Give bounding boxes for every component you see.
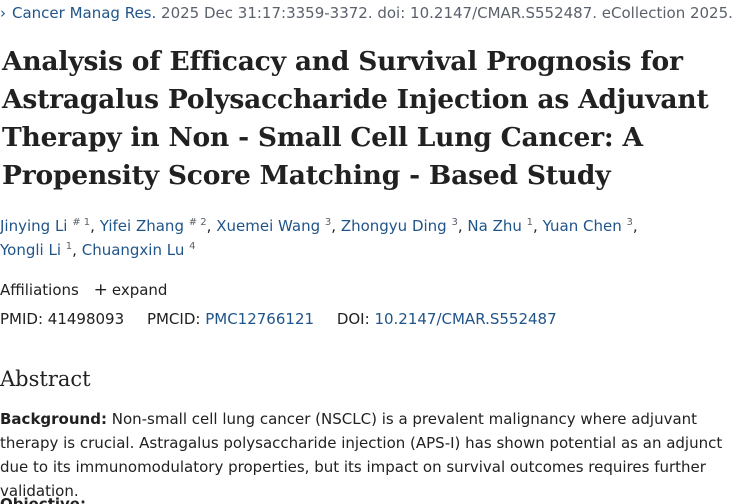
author-affiliation-marker[interactable]: # 1 — [72, 217, 91, 228]
article-title: Analysis of Efficacy and Survival Progno… — [2, 46, 709, 191]
background-label: Background: — [0, 410, 107, 428]
identifiers-row: PMID: 41498093 PMCID: PMC12766121 DOI: 1… — [0, 309, 557, 329]
doi-link[interactable]: 10.2147/CMAR.S552487 — [374, 310, 557, 328]
chevron-right-icon: › — [0, 4, 6, 22]
abstract-next-section: Objective: — [0, 490, 750, 504]
pmcid-label: PMCID: — [146, 310, 201, 328]
author-link[interactable]: Yongli Li — [0, 241, 62, 259]
abstract-background: Background: Non-small cell lung cancer (… — [0, 407, 748, 503]
pmid-label: PMID: — [0, 310, 44, 328]
pmid-value: 41498093 — [47, 310, 125, 328]
author-affiliation-marker[interactable]: 3 — [626, 217, 633, 228]
citation-details: 2025 Dec 31:17:3359-3372. doi: 10.2147/C… — [161, 4, 733, 22]
author-link[interactable]: Xuemei Wang — [216, 217, 321, 235]
author-link[interactable]: Na Zhu — [467, 217, 522, 235]
plus-icon: + — [93, 280, 108, 300]
author-link[interactable]: Yifei Zhang — [99, 217, 184, 235]
abstract-heading: Abstract — [0, 367, 91, 391]
author-affiliation-marker[interactable]: 4 — [189, 241, 196, 252]
author-link[interactable]: Chuangxin Lu — [81, 241, 185, 259]
doi-label: DOI: — [336, 310, 370, 328]
expand-affiliations-button[interactable]: + expand — [93, 280, 168, 300]
expand-label: expand — [111, 281, 168, 299]
author-list: Jinying Li # 1, Yifei Zhang # 2, Xuemei … — [0, 217, 638, 259]
background-text: Non-small cell lung cancer (NSCLC) is a … — [0, 410, 723, 500]
affiliations-label: Affiliations — [0, 281, 79, 299]
journal-link[interactable]: Cancer Manag Res. — [12, 4, 157, 22]
affiliations-row: Affiliations + expand — [0, 280, 167, 300]
author-affiliation-marker[interactable]: 1 — [65, 241, 73, 252]
author-affiliation-marker[interactable]: 1 — [526, 217, 534, 228]
author-affiliation-marker[interactable]: 3 — [324, 217, 332, 228]
author-link[interactable]: Zhongyu Ding — [340, 217, 447, 235]
author-link[interactable]: Yuan Chen — [542, 217, 622, 235]
citation-line: › Cancer Manag Res. 2025 Dec 31:17:3359-3… — [0, 3, 750, 23]
objective-label: Objective: — [0, 495, 86, 504]
author-affiliation-marker[interactable]: # 2 — [188, 217, 207, 228]
author-affiliation-marker[interactable]: 3 — [451, 217, 458, 228]
author-link[interactable]: Jinying Li — [0, 217, 68, 235]
pmcid-link[interactable]: PMC12766121 — [205, 310, 315, 328]
